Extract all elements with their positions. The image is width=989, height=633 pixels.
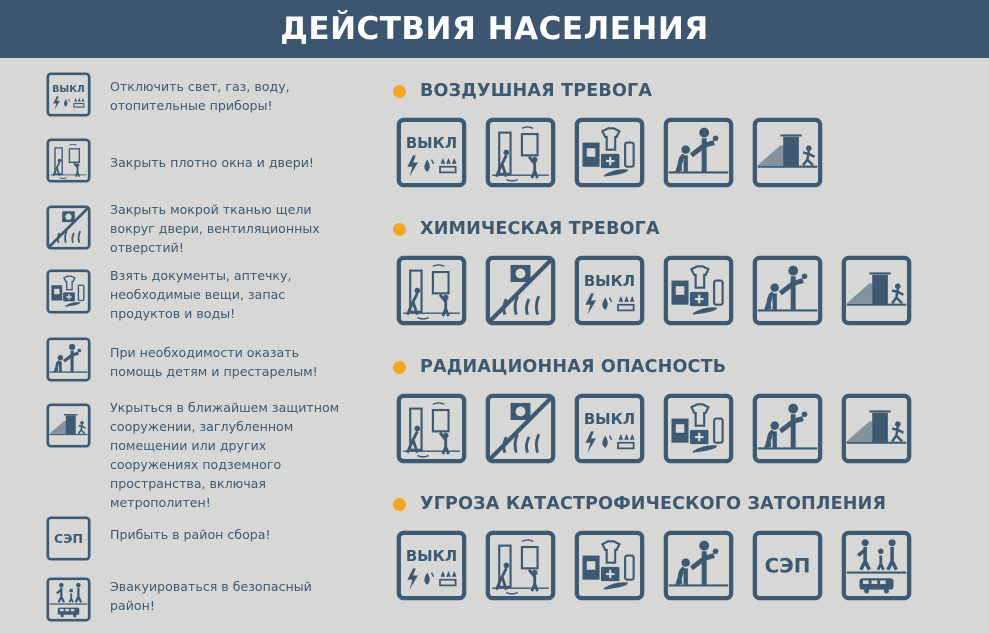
off-icon: ВЫКЛ xyxy=(574,393,645,464)
supplies-icon xyxy=(574,530,645,601)
svg-text:ВЫКЛ: ВЫКЛ xyxy=(406,134,457,152)
evacuate-icon xyxy=(841,530,912,601)
bullet-dot-icon xyxy=(393,84,406,98)
door-window-icon xyxy=(46,138,91,183)
bullet-dot-icon xyxy=(393,360,406,374)
svg-text:СЭП: СЭП xyxy=(765,555,811,578)
alert-section: ХИМИЧЕСКАЯ ТРЕВОГА ВЫКЛ xyxy=(393,217,930,326)
alert-section: ВОЗДУШНАЯ ТРЕВОГА ВЫКЛ xyxy=(393,79,841,188)
legend-item: ВЫКЛ Отключить свет, газ, воду, отопител… xyxy=(46,72,345,117)
svg-text:ВЫКЛ: ВЫКЛ xyxy=(584,410,635,428)
legend-item: Эвакуироваться в безопасный район! xyxy=(46,577,345,622)
legend-text: Взять документы, аптечку, необходимые ве… xyxy=(110,268,292,321)
help-elderly-icon xyxy=(663,530,734,601)
seal-vents-icon xyxy=(46,205,91,250)
section-title-text: ХИМИЧЕСКАЯ ТРЕВОГА xyxy=(420,219,660,239)
door-window-icon xyxy=(485,530,556,601)
legend-item: Закрыть плотно окна и двери! xyxy=(46,138,345,183)
section-title-text: ВОЗДУШНАЯ ТРЕВОГА xyxy=(420,81,653,101)
shelter-icon xyxy=(752,117,823,188)
legend-item: Укрыться в ближайшем защитном сооружении… xyxy=(46,400,345,512)
evacuate-icon xyxy=(46,577,91,622)
help-elderly-icon xyxy=(752,393,823,464)
shelter-icon xyxy=(841,255,912,326)
legend-text: Закрыть плотно окна и двери! xyxy=(110,155,314,170)
seal-vents-icon xyxy=(485,255,556,326)
section-title: ХИМИЧЕСКАЯ ТРЕВОГА xyxy=(393,217,930,241)
legend-item: При необходимости оказать помощь детям и… xyxy=(46,337,345,382)
supplies-icon xyxy=(663,255,734,326)
action-icons: ВЫКЛ xyxy=(396,393,930,464)
door-window-icon xyxy=(396,255,467,326)
sep-icon: СЭП xyxy=(752,530,823,601)
section-title: ВОЗДУШНАЯ ТРЕВОГА xyxy=(393,79,841,103)
alert-section: РАДИАЦИОННАЯ ОПАСНОСТЬ ВЫКЛ xyxy=(393,355,930,464)
legend-text: Закрыть мокрой тканью щели вокруг двери,… xyxy=(110,202,320,255)
supplies-icon xyxy=(574,117,645,188)
seal-vents-icon xyxy=(485,393,556,464)
alert-section: УГРОЗА КАТАСТРОФИЧЕСКОГО ЗАТОПЛЕНИЯ ВЫКЛ … xyxy=(393,492,930,601)
off-icon: ВЫКЛ xyxy=(574,255,645,326)
help-elderly-icon xyxy=(46,337,91,382)
legend-text: Укрыться в ближайшем защитном сооружении… xyxy=(110,400,340,510)
bullet-dot-icon xyxy=(393,222,406,236)
section-title-text: УГРОЗА КАТАСТРОФИЧЕСКОГО ЗАТОПЛЕНИЯ xyxy=(420,494,887,514)
section-title: УГРОЗА КАТАСТРОФИЧЕСКОГО ЗАТОПЛЕНИЯ xyxy=(393,492,930,516)
shelter-icon xyxy=(841,393,912,464)
legend-text: Эвакуироваться в безопасный район! xyxy=(110,579,312,613)
page-title: ДЕЙСТВИЯ НАСЕЛЕНИЯ xyxy=(280,11,709,47)
supplies-icon xyxy=(46,269,91,314)
section-title-text: РАДИАЦИОННАЯ ОПАСНОСТЬ xyxy=(420,357,727,377)
svg-text:ВЫКЛ: ВЫКЛ xyxy=(584,272,635,290)
action-icons: ВЫКЛ xyxy=(396,255,930,326)
svg-text:ВЫКЛ: ВЫКЛ xyxy=(406,547,457,565)
svg-text:ВЫКЛ: ВЫКЛ xyxy=(52,84,85,95)
legend-text: Прибыть в район сбора! xyxy=(110,527,271,542)
legend-item: СЭП Прибыть в район сбора! xyxy=(46,516,345,561)
shelter-icon xyxy=(46,403,91,448)
action-icons: ВЫКЛ СЭП xyxy=(396,530,930,601)
help-elderly-icon xyxy=(752,255,823,326)
help-elderly-icon xyxy=(663,117,734,188)
header-banner: ДЕЙСТВИЯ НАСЕЛЕНИЯ xyxy=(0,0,989,58)
off-icon: ВЫКЛ xyxy=(396,117,467,188)
action-icons: ВЫКЛ xyxy=(396,117,841,188)
door-window-icon xyxy=(485,117,556,188)
legend-item: Закрыть мокрой тканью щели вокруг двери,… xyxy=(46,202,345,257)
off-icon: ВЫКЛ xyxy=(396,530,467,601)
legend-text: При необходимости оказать помощь детям и… xyxy=(110,345,318,379)
legend-item: Взять документы, аптечку, необходимые ве… xyxy=(46,268,345,323)
sep-icon: СЭП xyxy=(46,516,91,561)
section-title: РАДИАЦИОННАЯ ОПАСНОСТЬ xyxy=(393,355,930,379)
door-window-icon xyxy=(396,393,467,464)
off-icon: ВЫКЛ xyxy=(46,72,91,117)
bullet-dot-icon xyxy=(393,497,406,511)
svg-text:СЭП: СЭП xyxy=(54,531,83,546)
supplies-icon xyxy=(663,393,734,464)
legend-text: Отключить свет, газ, воду, отопительные … xyxy=(110,79,290,113)
